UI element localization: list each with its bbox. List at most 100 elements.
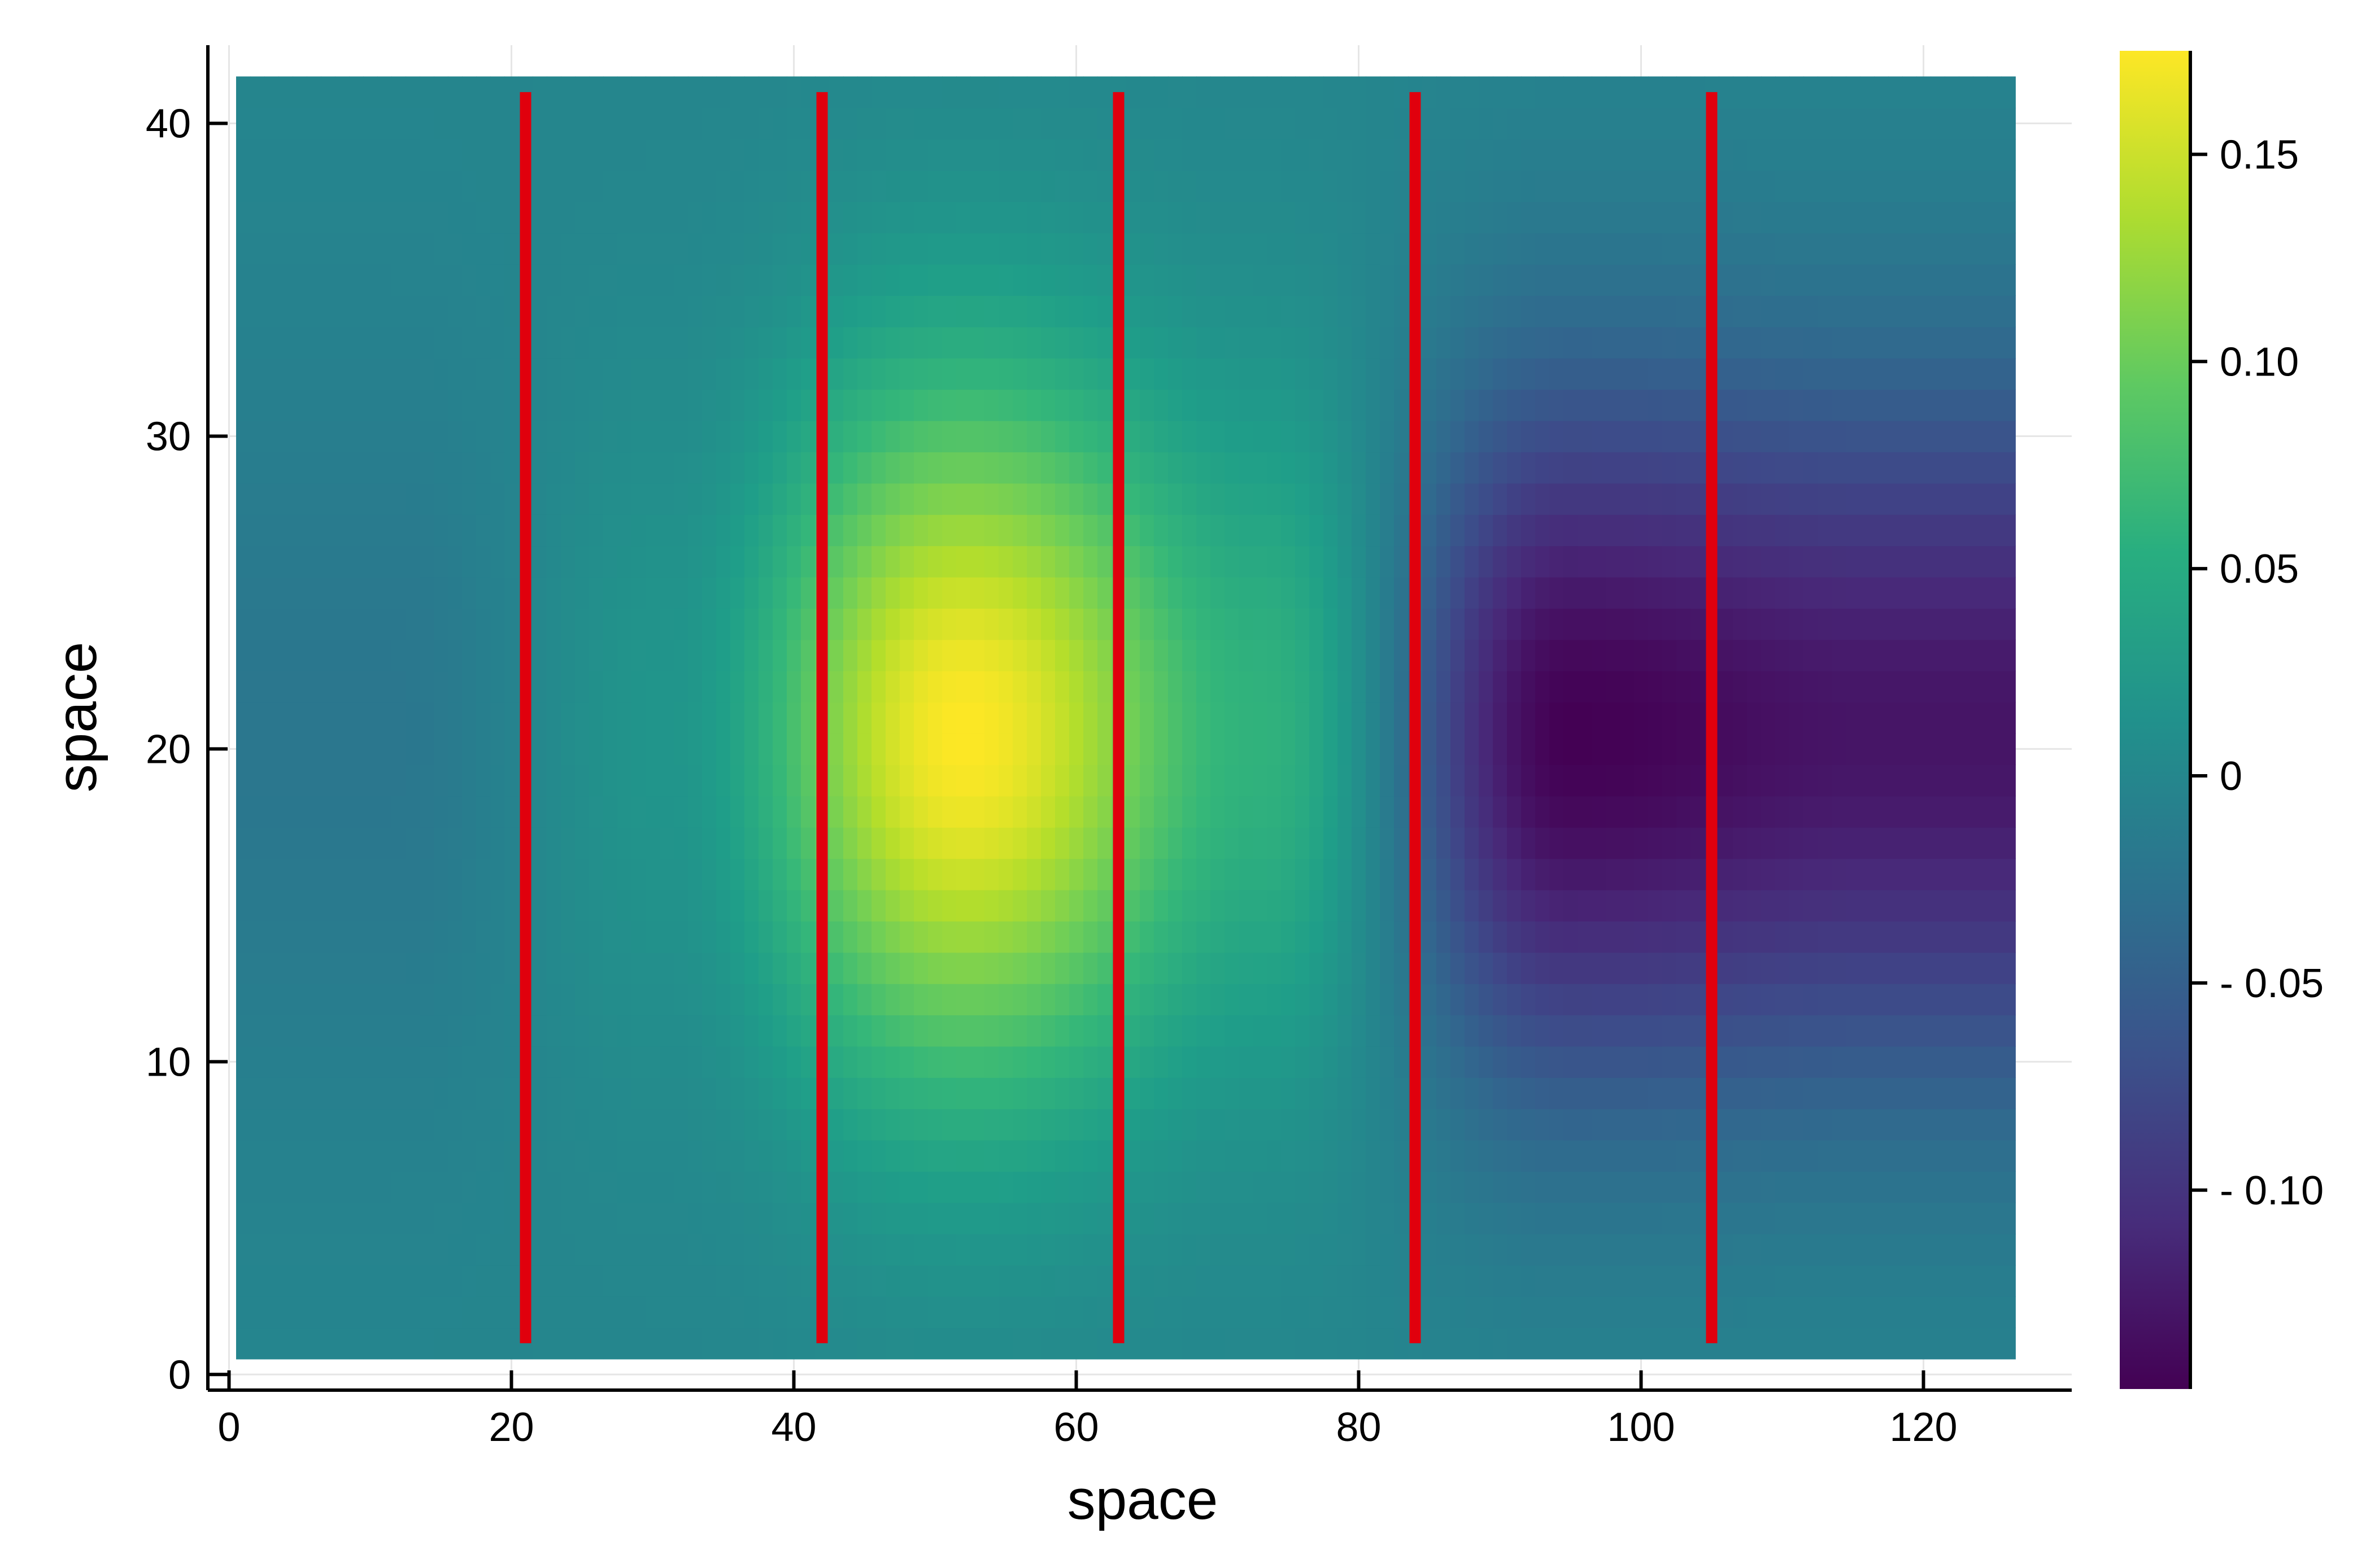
heatmap-cell [476, 389, 491, 421]
heatmap-cell [1154, 545, 1169, 578]
heatmap-cell [434, 76, 448, 108]
heatmap-cell [462, 796, 477, 828]
heatmap-cell [1719, 1234, 1733, 1266]
heatmap-cell [1733, 733, 1748, 765]
heatmap-cell [1620, 357, 1635, 390]
heatmap-cell [886, 139, 900, 171]
heatmap-cell [1535, 483, 1550, 515]
heatmap-cell [1168, 796, 1183, 828]
heatmap-cell [1549, 1108, 1564, 1141]
heatmap-cell [1747, 1171, 1762, 1203]
heatmap-cell [1549, 545, 1564, 578]
heatmap-cell [1126, 1202, 1140, 1234]
heatmap-cell [1818, 1234, 1832, 1266]
heatmap-cell [1450, 326, 1465, 359]
heatmap-cell [1860, 1234, 1875, 1266]
heatmap-cell [561, 483, 576, 515]
heatmap-cell [293, 1139, 307, 1172]
heatmap-cell [575, 107, 590, 140]
heatmap-cell [1860, 670, 1875, 703]
heatmap-cell [1493, 1108, 1507, 1141]
heatmap-cell [801, 170, 816, 202]
heatmap-cell [1860, 889, 1875, 921]
heatmap-cell [660, 796, 674, 828]
heatmap-cell [1676, 170, 1691, 202]
heatmap-cell [674, 545, 689, 578]
heatmap-cell [1352, 1234, 1366, 1266]
heatmap-cell [1761, 858, 1776, 890]
heatmap-cell [843, 139, 858, 171]
heatmap-cell [377, 107, 392, 140]
heatmap-cell [1916, 1265, 1931, 1297]
heatmap-cell [744, 514, 759, 547]
heatmap-cell [688, 1202, 703, 1234]
heatmap-cell [1888, 670, 1903, 703]
heatmap-cell [1253, 983, 1267, 1016]
heatmap-cell [1493, 921, 1507, 953]
heatmap-cell [1507, 921, 1522, 953]
heatmap-cell [1126, 107, 1140, 140]
heatmap-cell [406, 326, 420, 359]
heatmap-cell [1465, 1296, 1479, 1329]
heatmap-cell [1041, 295, 1056, 327]
heatmap-cell [1846, 858, 1860, 890]
heatmap-cell [1818, 201, 1832, 234]
heatmap-cell [1465, 139, 1479, 171]
heatmap-cell [829, 107, 844, 140]
heatmap-cell [250, 420, 265, 453]
heatmap-cell [1535, 264, 1550, 296]
heatmap-cell [1945, 670, 1959, 703]
heatmap-cell [1578, 670, 1592, 703]
heatmap-cell [1747, 107, 1762, 140]
heatmap-cell [490, 1077, 505, 1110]
heatmap-cell [1818, 921, 1832, 953]
heatmap-cell [321, 170, 335, 202]
heatmap-cell [660, 107, 674, 140]
heatmap-cell [730, 389, 745, 421]
heatmap-cell [1323, 76, 1338, 108]
heatmap-cell [843, 1171, 858, 1203]
heatmap-cell [1041, 983, 1056, 1016]
heatmap-cell [406, 1327, 420, 1360]
heatmap-cell [1097, 420, 1112, 453]
heatmap-cell [872, 326, 886, 359]
heatmap-cell [1860, 733, 1875, 765]
heatmap-cell [448, 733, 463, 765]
heatmap-cell [1676, 1171, 1691, 1203]
heatmap-cell [744, 921, 759, 953]
heatmap-cell [773, 796, 787, 828]
heatmap-cell [603, 983, 618, 1016]
heatmap-cell [1592, 608, 1606, 640]
heatmap-cell [236, 1327, 251, 1360]
heatmap-cell [1535, 389, 1550, 421]
heatmap-cell [631, 1139, 646, 1172]
heatmap-cell [1267, 357, 1282, 390]
heatmap-cell [1521, 170, 1536, 202]
heatmap-cell [264, 639, 279, 671]
heatmap-cell [1606, 420, 1620, 453]
heatmap-cell [1126, 264, 1140, 296]
heatmap-cell [377, 389, 392, 421]
heatmap-cell [1860, 702, 1875, 734]
heatmap-cell [293, 765, 307, 797]
heatmap-cell [702, 1015, 717, 1047]
heatmap-cell [1521, 483, 1536, 515]
heatmap-cell [406, 389, 420, 421]
heatmap-cell [787, 1327, 801, 1360]
heatmap-cell [1366, 921, 1380, 953]
heatmap-cell [1239, 702, 1253, 734]
heatmap-cell [547, 483, 561, 515]
heatmap-cell [335, 796, 350, 828]
heatmap-cell [1888, 201, 1903, 234]
heatmap-cell [434, 201, 448, 234]
heatmap-cell [942, 983, 957, 1016]
heatmap-cell [1606, 827, 1620, 859]
heatmap-cell [1239, 952, 1253, 984]
heatmap-cell [1380, 1077, 1395, 1110]
heatmap-cell [575, 233, 590, 265]
heatmap-cell [617, 170, 632, 202]
heatmap-cell [1902, 139, 1917, 171]
heatmap-cell [1789, 827, 1804, 859]
heatmap-cell [1860, 765, 1875, 797]
heatmap-cell [1450, 1265, 1465, 1297]
